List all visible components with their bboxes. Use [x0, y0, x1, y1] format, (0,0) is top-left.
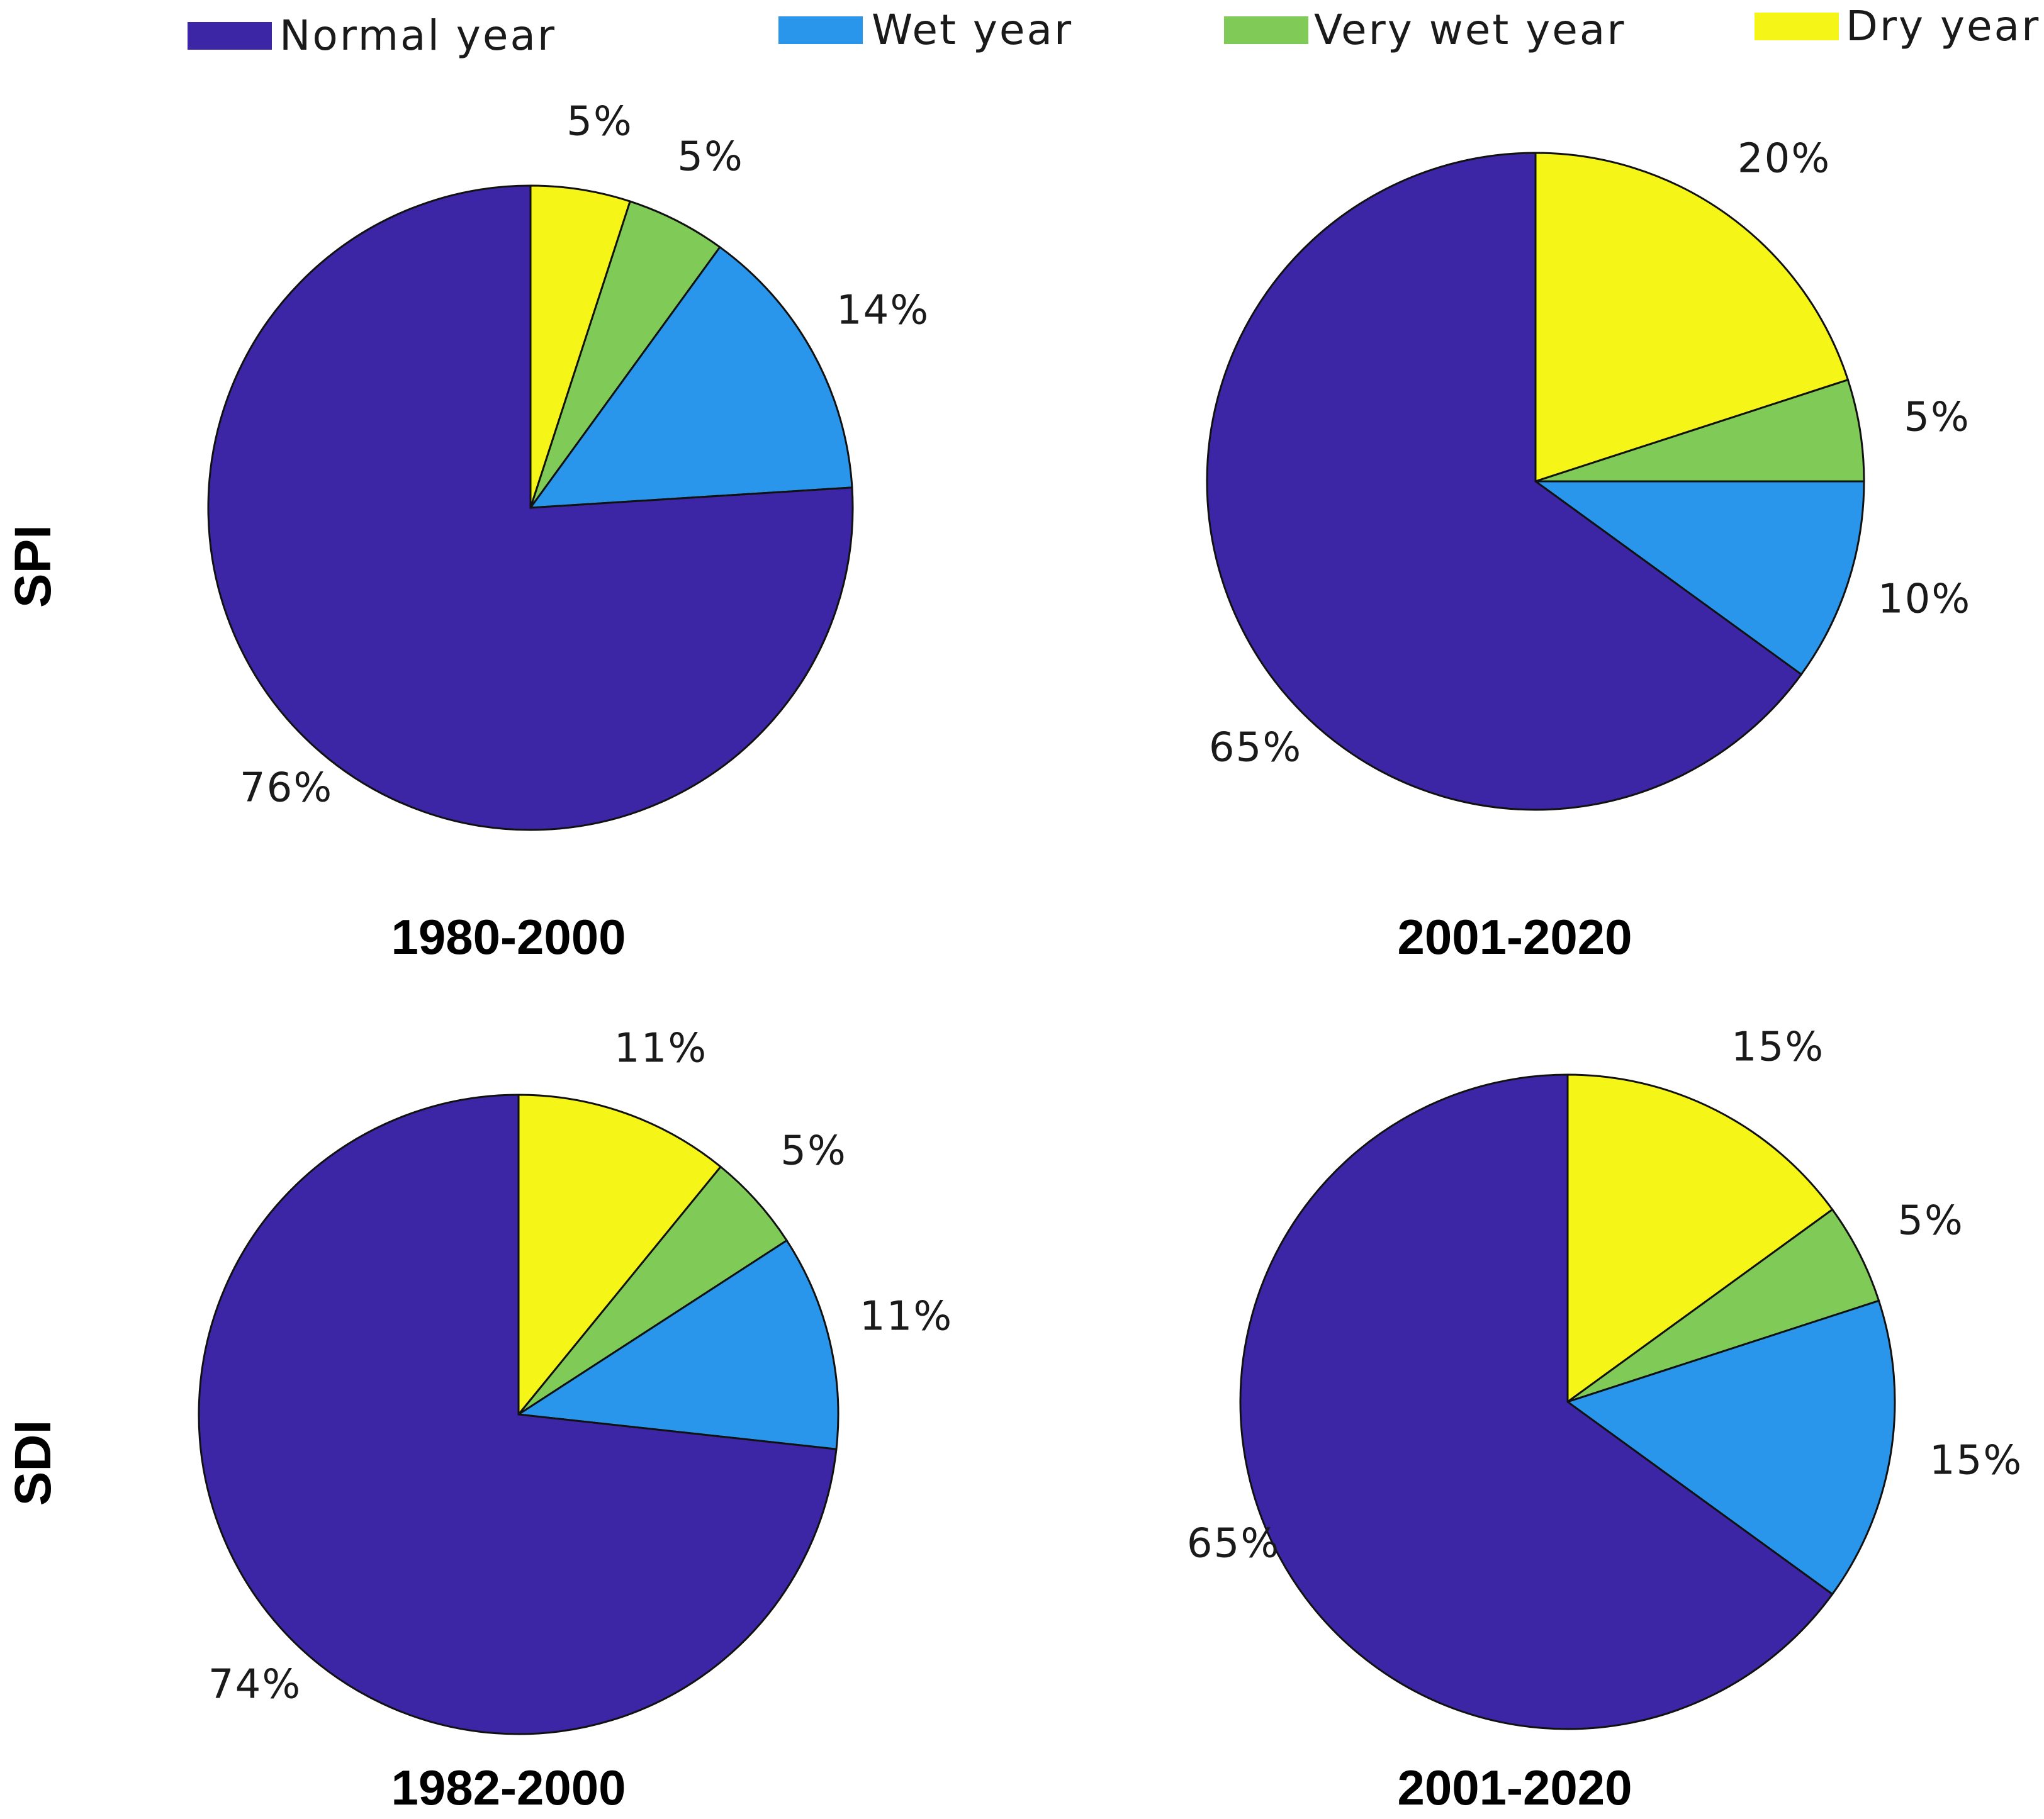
pie-spi-2001-2020: 20% 5% 10% 65% — [1206, 136, 1971, 811]
legend-swatch-normal-year — [188, 22, 272, 50]
pie-data-label-wet-year: 15% — [1929, 1438, 2023, 1484]
pie-data-label-wet-year: 11% — [860, 1294, 953, 1340]
pie-slice-dry-year — [1566, 1073, 1834, 1404]
pie-title-spi-1980-2000: 1980-2000 — [391, 909, 626, 965]
pie-data-label-normal-year: 76% — [240, 765, 333, 812]
pie-title-sdi-2001-2020: 2001-2020 — [1397, 1760, 1632, 1815]
pie-slice-very-wet-year — [1567, 1208, 1880, 1403]
pie-slice-very-wet-year — [1535, 378, 1865, 483]
pie-title-spi-2001-2020: 2001-2020 — [1397, 909, 1632, 965]
pie-slice-normal-year — [1239, 1073, 1834, 1730]
row-label-sdi: SDI — [4, 1420, 62, 1506]
pie-data-label-dry-year: 20% — [1738, 136, 1831, 182]
pie-slice-normal-year — [198, 1094, 838, 1735]
pie-slice-very-wet-year — [517, 1165, 789, 1416]
pie-slice-wet-year — [1532, 480, 1865, 676]
pie-data-label-wet-year: 10% — [1878, 576, 1971, 623]
legend-label-wet-year: Wet year — [872, 6, 1073, 54]
row-label-spi: SPI — [4, 525, 62, 608]
legend: Normal year Wet year Very wet year Dry year — [188, 2, 2040, 60]
legend-swatch-very-wet-year — [1224, 16, 1308, 44]
pie-slice-normal-year — [207, 184, 854, 831]
legend-swatch-dry-year — [1755, 13, 1839, 40]
pie-slice-dry-year — [529, 184, 632, 508]
pie-title-sdi-1982-2000: 1982-2000 — [391, 1760, 626, 1815]
pie-data-label-dry-year: 15% — [1731, 1024, 1824, 1071]
pie-data-label-normal-year: 65% — [1209, 725, 1302, 771]
pie-data-label-dry-year: 5% — [566, 99, 633, 145]
pie-data-label-very-wet-year: 5% — [1904, 395, 1970, 441]
legend-label-dry-year: Dry year — [1846, 2, 2040, 50]
pie-spi-1980-2000: 5% 5% 14% 76% — [207, 99, 929, 831]
pie-sdi-1982-2000: 11% 5% 11% 74% — [198, 1026, 953, 1735]
legend-label-very-wet-year: Very wet year — [1314, 6, 1626, 54]
pie-data-label-dry-year: 11% — [614, 1026, 707, 1072]
pie-data-label-normal-year: 74% — [208, 1662, 301, 1708]
pie-slice-very-wet-year — [529, 200, 722, 508]
legend-label-normal-year: Normal year — [279, 11, 556, 60]
pie-slice-normal-year — [1206, 152, 1803, 811]
pie-data-label-normal-year: 65% — [1187, 1521, 1280, 1567]
pie-data-label-very-wet-year: 5% — [677, 134, 744, 181]
pie-data-label-wet-year: 14% — [836, 288, 929, 334]
pie-data-label-very-wet-year: 5% — [780, 1128, 847, 1175]
legend-swatch-wet-year — [778, 16, 863, 44]
pie-data-label-very-wet-year: 5% — [1897, 1198, 1964, 1245]
pie-slice-wet-year — [515, 1239, 840, 1450]
pie-slice-wet-year — [528, 245, 853, 509]
pie-slice-dry-year — [1534, 152, 1850, 483]
pie-sdi-2001-2020: 15% 5% 15% 65% — [1187, 1024, 2023, 1730]
pie-slice-dry-year — [517, 1094, 722, 1418]
pie-slice-wet-year — [1565, 1299, 1896, 1596]
